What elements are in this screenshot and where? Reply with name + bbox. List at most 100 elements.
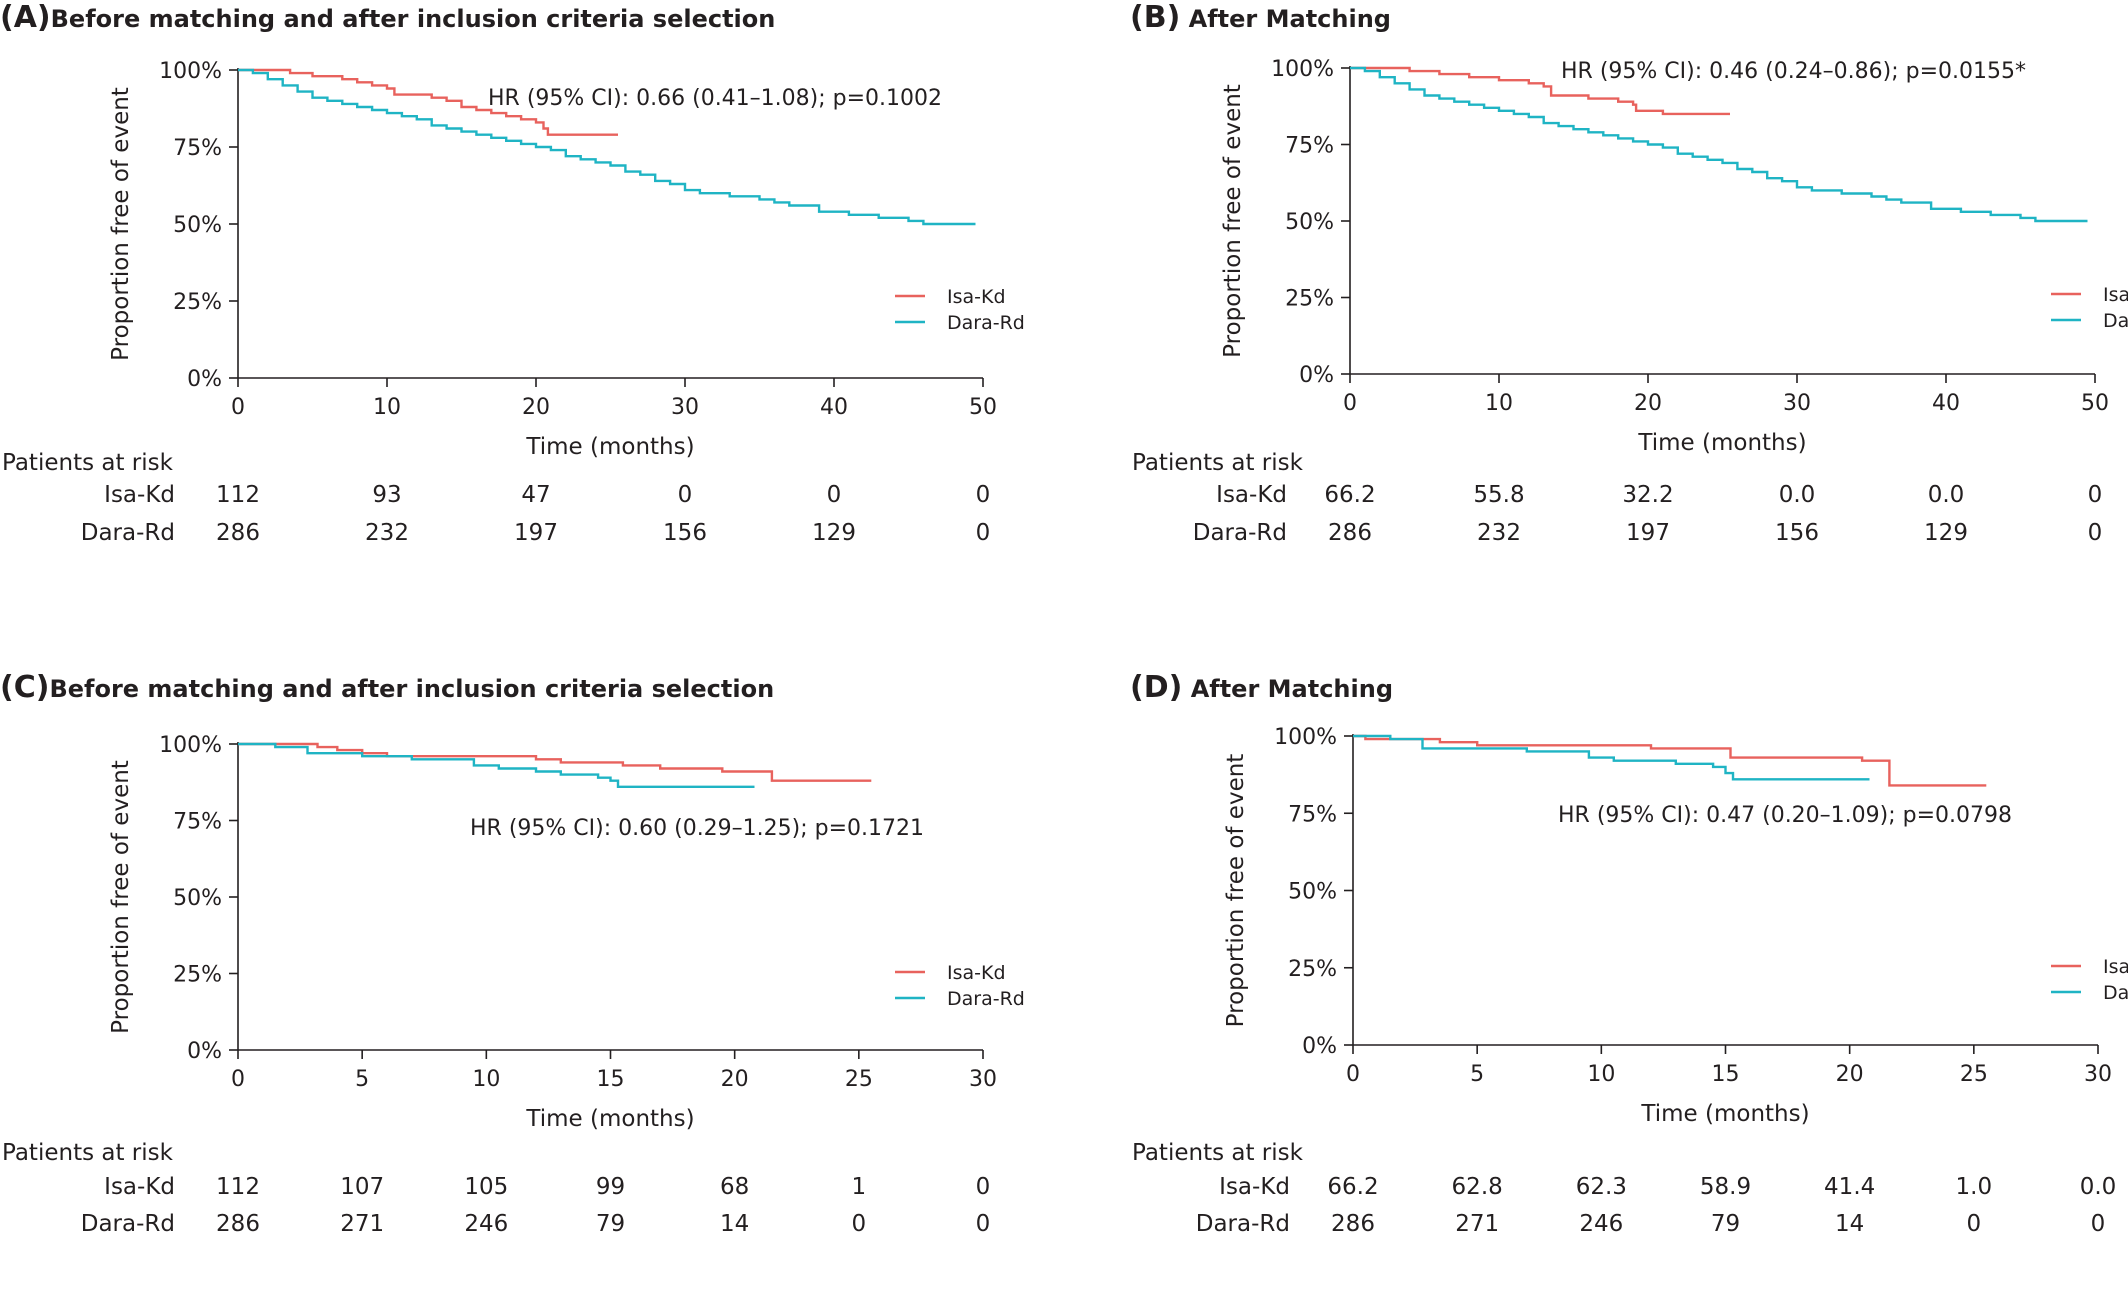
risk-cell: 99 (596, 1174, 625, 1200)
x-tick-label: 20 (721, 1067, 749, 1092)
x-tick-label: 30 (671, 395, 699, 420)
risk-row-label: Isa-Kd (104, 1174, 175, 1200)
risk-row-label: Dara-Rd (81, 1211, 175, 1237)
y-tick-label: 75% (1285, 134, 1334, 159)
x-tick-label: 10 (1485, 391, 1513, 416)
y-tick-label: 25% (173, 963, 222, 988)
risk-cell: 112 (216, 1174, 260, 1200)
risk-cell: 93 (372, 482, 401, 508)
risk-cell: 232 (1477, 520, 1521, 546)
series-line-isa-kd (238, 68, 618, 136)
hazard-ratio-annotation: HR (95% CI): 0.60 (0.29–1.25); p=0.1721 (470, 816, 924, 841)
risk-cell: 47 (521, 482, 550, 508)
risk-cell: 14 (1835, 1211, 1864, 1237)
legend-label: Isa-Kd (2103, 956, 2128, 978)
risk-cell: 62.3 (1576, 1174, 1627, 1200)
risk-table-header: Patients at risk (1132, 450, 1304, 476)
panel-b: (B) After Matching 0% 25% 50% 75% 100% 0 10 20 3… (1130, 0, 2128, 620)
risk-cell: 66.2 (1327, 1174, 1378, 1200)
risk-cell: 0 (1967, 1211, 1982, 1237)
panel-title-text: After Matching (1190, 675, 1393, 703)
hazard-ratio-annotation: HR (95% CI): 0.47 (0.20–1.09); p=0.0798 (1558, 803, 2012, 828)
risk-cell: 1 (852, 1174, 867, 1200)
y-axis-label: Proportion free of event (108, 87, 134, 361)
y-tick-label: 100% (159, 59, 222, 84)
risk-cell: 14 (720, 1211, 749, 1237)
x-tick-label: 5 (1470, 1062, 1484, 1087)
y-axis-label: Proportion free of event (1220, 84, 1246, 358)
y-tick-label: 50% (173, 213, 222, 238)
risk-cell: 0 (2088, 482, 2103, 508)
x-tick-label: 30 (1783, 391, 1811, 416)
y-tick-label: 50% (173, 886, 222, 911)
panel-title-text: Before matching and after inclusion crit… (49, 675, 775, 703)
risk-row-label: Isa-Kd (1216, 482, 1287, 508)
risk-cell: 0 (976, 1211, 991, 1237)
risk-cell: 55.8 (1473, 482, 1524, 508)
panel-letter: (A) (0, 0, 51, 35)
x-tick-label: 50 (2081, 391, 2109, 416)
risk-cell: 0.0 (1928, 482, 1965, 508)
legend-label: Isa-Kd (2103, 284, 2128, 306)
x-tick-label: 50 (969, 395, 997, 420)
x-tick-label: 25 (1960, 1062, 1988, 1087)
risk-cell: 66.2 (1324, 482, 1375, 508)
panel-title-text: After Matching (1188, 5, 1391, 33)
x-tick-label: 0 (1343, 391, 1357, 416)
x-tick-label: 25 (845, 1067, 873, 1092)
risk-cell: 156 (663, 520, 707, 546)
y-tick-label: 0% (1302, 1034, 1337, 1059)
series-line-dara-rd (1350, 66, 2088, 223)
risk-cell: 41.4 (1824, 1174, 1875, 1200)
y-tick-label: 100% (159, 733, 222, 758)
risk-cell: 129 (812, 520, 856, 546)
series-line-dara-rd (238, 742, 755, 788)
series-line-isa-kd (238, 742, 872, 782)
x-tick-label: 10 (472, 1067, 500, 1092)
x-tick-label: 0 (231, 395, 245, 420)
risk-cell: 271 (1455, 1211, 1499, 1237)
x-tick-label: 5 (355, 1067, 369, 1092)
x-tick-label: 30 (969, 1067, 997, 1092)
legend-label: Isa-Kd (947, 286, 1006, 308)
risk-cell: 129 (1924, 520, 1968, 546)
panel-d: (D) After Matching 0% 25% 50% 75% 100% 0 5 10 15… (1130, 670, 2128, 1290)
risk-cell: 107 (340, 1174, 384, 1200)
legend-label: Dara-Rd (2103, 310, 2128, 332)
risk-table-header: Patients at risk (1132, 1140, 1304, 1166)
x-axis-label: Time (months) (1637, 430, 1806, 456)
risk-row-label: Dara-Rd (81, 520, 175, 546)
panel-letter: (C) (0, 670, 50, 705)
risk-cell: 0.0 (1779, 482, 1816, 508)
y-tick-label: 50% (1288, 880, 1337, 905)
risk-cell: 0 (852, 1211, 867, 1237)
y-axis-label: Proportion free of event (1223, 754, 1249, 1028)
risk-cell: 79 (596, 1211, 625, 1237)
panel-letter: (B) (1130, 0, 1181, 35)
hazard-ratio-annotation: HR (95% CI): 0.66 (0.41–1.08); p=0.1002 (488, 86, 942, 111)
x-axis-label: Time (months) (525, 434, 694, 460)
y-tick-label: 75% (173, 136, 222, 161)
y-tick-label: 75% (173, 810, 222, 835)
panel-title: (B) After Matching (1130, 0, 1391, 35)
risk-cell: 62.8 (1452, 1174, 1503, 1200)
risk-cell: 197 (514, 520, 558, 546)
risk-cell: 112 (216, 482, 260, 508)
x-tick-label: 40 (820, 395, 848, 420)
y-tick-label: 25% (1285, 287, 1334, 312)
risk-cell: 271 (340, 1211, 384, 1237)
risk-cell: 286 (1331, 1211, 1375, 1237)
panel-c: (C)Before matching and after inclusion c… (0, 670, 1064, 1290)
panel-title-text: Before matching and after inclusion crit… (50, 5, 776, 33)
x-tick-label: 20 (1634, 391, 1662, 416)
x-axis-label: Time (months) (1640, 1101, 1809, 1127)
x-tick-label: 20 (1836, 1062, 1864, 1087)
series-line-dara-rd (1353, 734, 1870, 781)
x-tick-label: 30 (2084, 1062, 2112, 1087)
risk-cell: 0 (827, 482, 842, 508)
x-tick-label: 40 (1932, 391, 1960, 416)
panel-title: (A)Before matching and after inclusion c… (0, 0, 775, 35)
y-axis-label: Proportion free of event (108, 760, 134, 1034)
y-tick-label: 25% (173, 290, 222, 315)
y-tick-label: 0% (187, 1039, 222, 1064)
